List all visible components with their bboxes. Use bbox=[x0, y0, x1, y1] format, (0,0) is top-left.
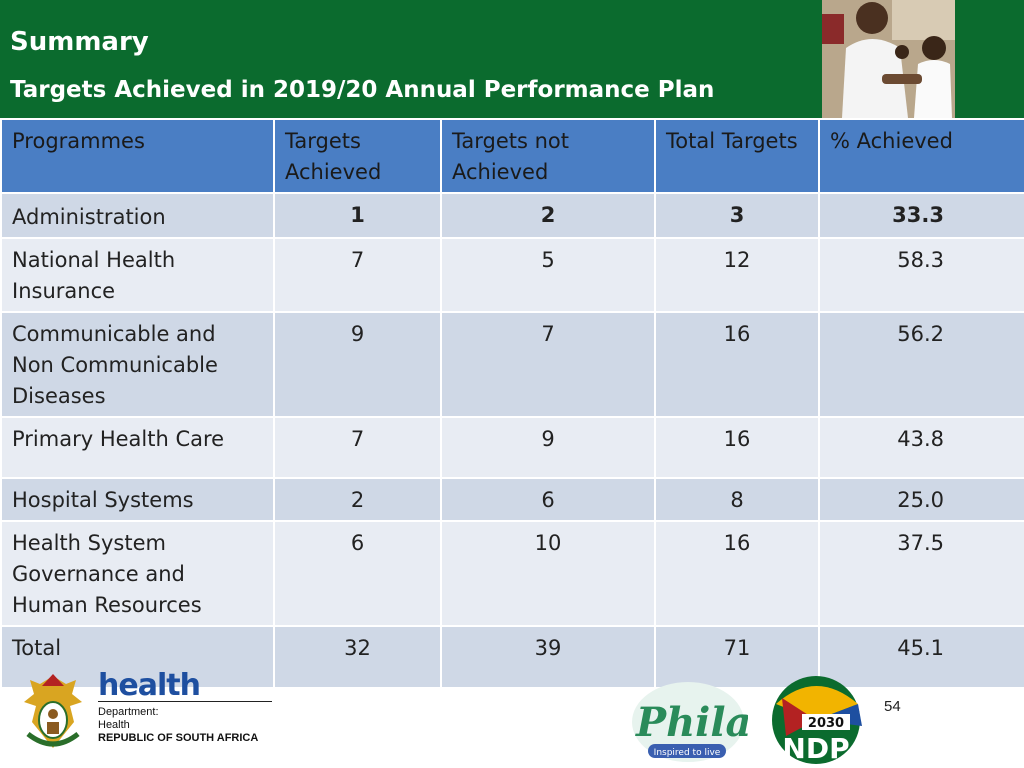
pct-cell: 43.8 bbox=[818, 416, 1024, 479]
total-cell: 16 bbox=[654, 520, 820, 627]
table-row: National Health Insurance 7 5 12 58.3 bbox=[0, 237, 1024, 313]
achieved-cell: 1 bbox=[273, 192, 442, 239]
table-row-total: Total 32 39 71 45.1 bbox=[0, 625, 1024, 689]
slide-title: Summary bbox=[10, 27, 149, 57]
ndp-2030-logo-icon: 2030 NDP bbox=[772, 676, 862, 764]
table-row: Administration 1 2 3 33.3 bbox=[0, 192, 1024, 239]
not-achieved-cell: 10 bbox=[440, 520, 656, 627]
targets-table: Programmes Targets Achieved Targets not … bbox=[0, 118, 1024, 689]
achieved-cell: 6 bbox=[273, 520, 442, 627]
achieved-cell: 2 bbox=[273, 477, 442, 522]
pct-cell: 45.1 bbox=[818, 625, 1024, 689]
department-label: Department: Health REPUBLIC OF SOUTH AFR… bbox=[98, 706, 258, 745]
phila-logo-icon: Phila Inspired to live bbox=[632, 682, 748, 762]
header-photo bbox=[822, 0, 955, 118]
programme-cell: Administration bbox=[0, 192, 275, 239]
phila-tagline: Inspired to live bbox=[654, 748, 721, 758]
divider bbox=[98, 701, 272, 702]
col-header-programmes: Programmes bbox=[0, 118, 275, 194]
not-achieved-cell: 6 bbox=[440, 477, 656, 522]
table-row: Hospital Systems 2 6 8 25.0 bbox=[0, 477, 1024, 522]
dept-line-2: Health bbox=[98, 719, 130, 731]
ndp-year: 2030 bbox=[808, 716, 844, 731]
achieved-cell: 32 bbox=[273, 625, 442, 689]
col-header-targets-achieved: Targets Achieved bbox=[273, 118, 442, 194]
programme-cell: Total bbox=[0, 625, 275, 689]
total-cell: 16 bbox=[654, 311, 820, 418]
coat-of-arms-icon bbox=[24, 674, 82, 748]
ndp-wordmark: NDP bbox=[782, 732, 849, 764]
phila-wordmark: Phila bbox=[635, 699, 748, 746]
total-cell: 16 bbox=[654, 416, 820, 479]
not-achieved-cell: 9 bbox=[440, 416, 656, 479]
slide-subtitle: Targets Achieved in 2019/20 Annual Perfo… bbox=[10, 77, 715, 103]
table-row: Health System Governance and Human Resou… bbox=[0, 520, 1024, 627]
dept-line-1: Department: bbox=[98, 706, 159, 718]
nurse-child-photo-icon bbox=[822, 0, 955, 118]
not-achieved-cell: 2 bbox=[440, 192, 656, 239]
programme-cell: Hospital Systems bbox=[0, 477, 275, 522]
page-number: 54 bbox=[884, 698, 901, 715]
pct-cell: 33.3 bbox=[818, 192, 1024, 239]
pct-cell: 37.5 bbox=[818, 520, 1024, 627]
total-cell: 3 bbox=[654, 192, 820, 239]
total-cell: 8 bbox=[654, 477, 820, 522]
pct-cell: 58.3 bbox=[818, 237, 1024, 313]
achieved-cell: 7 bbox=[273, 237, 442, 313]
col-header-total-targets: Total Targets bbox=[654, 118, 820, 194]
achieved-cell: 7 bbox=[273, 416, 442, 479]
programme-cell: National Health Insurance bbox=[0, 237, 275, 313]
not-achieved-cell: 7 bbox=[440, 311, 656, 418]
programme-cell: Primary Health Care bbox=[0, 416, 275, 479]
not-achieved-cell: 5 bbox=[440, 237, 656, 313]
table-row: Primary Health Care 7 9 16 43.8 bbox=[0, 416, 1024, 479]
table-header-row: Programmes Targets Achieved Targets not … bbox=[0, 118, 1024, 194]
pct-cell: 25.0 bbox=[818, 477, 1024, 522]
achieved-cell: 9 bbox=[273, 311, 442, 418]
total-cell: 71 bbox=[654, 625, 820, 689]
not-achieved-cell: 39 bbox=[440, 625, 656, 689]
total-cell: 12 bbox=[654, 237, 820, 313]
pct-cell: 56.2 bbox=[818, 311, 1024, 418]
programme-cell: Health System Governance and Human Resou… bbox=[0, 520, 275, 627]
dept-line-3: REPUBLIC OF SOUTH AFRICA bbox=[98, 732, 259, 744]
health-logo-word: health bbox=[98, 668, 201, 703]
col-header-pct-achieved: % Achieved bbox=[818, 118, 1024, 194]
slide-footer: health Department: Health REPUBLIC OF SO… bbox=[0, 668, 1024, 768]
col-header-targets-not-achieved: Targets not Achieved bbox=[440, 118, 656, 194]
programme-cell: Communicable and Non Communicable Diseas… bbox=[0, 311, 275, 418]
table-row: Communicable and Non Communicable Diseas… bbox=[0, 311, 1024, 418]
